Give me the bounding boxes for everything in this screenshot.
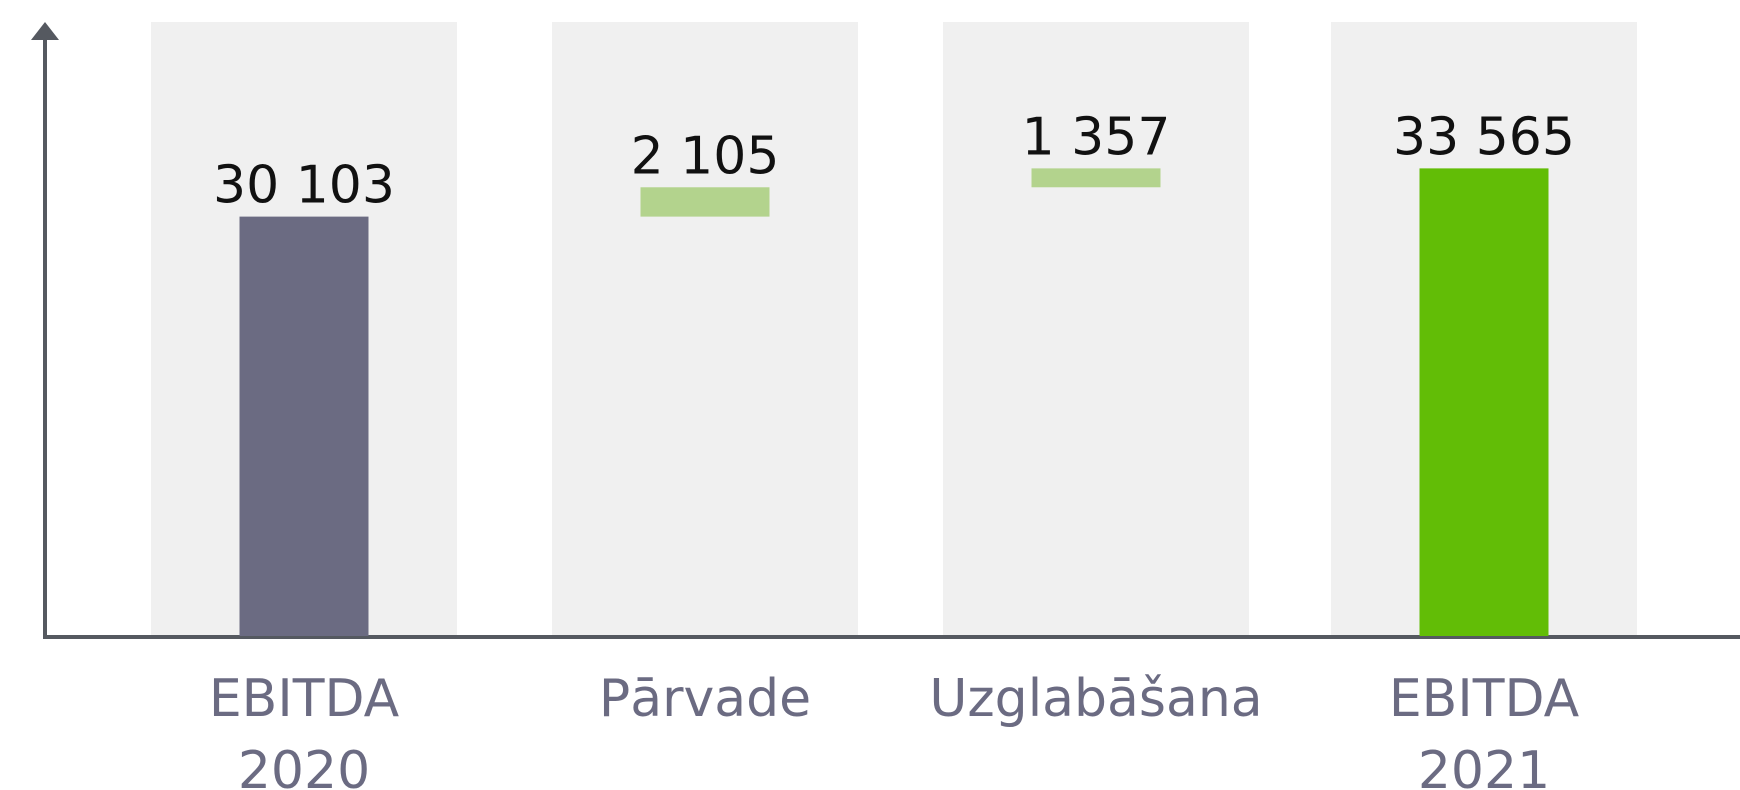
x-tick-label: 2020	[238, 741, 370, 790]
bar	[640, 187, 770, 217]
data-label: 30 103	[213, 156, 395, 216]
panels	[151, 22, 1637, 636]
panel-background	[552, 22, 858, 636]
x-tick-label: 2021	[1418, 741, 1550, 790]
x-tick-label: EBITDA	[209, 669, 400, 729]
panel-background	[943, 22, 1249, 636]
bar	[1419, 168, 1549, 636]
data-label: 33 565	[1393, 107, 1575, 167]
bar	[239, 216, 369, 636]
x-tick-label: EBITDA	[1389, 669, 1580, 729]
bar	[1031, 168, 1161, 188]
data-label: 1 357	[1022, 107, 1171, 167]
y-axis-arrow	[31, 22, 59, 40]
x-tick-label: Pārvade	[599, 669, 811, 729]
data-label: 2 105	[631, 126, 780, 186]
x-tick-label: Uzglabāšana	[929, 669, 1262, 729]
